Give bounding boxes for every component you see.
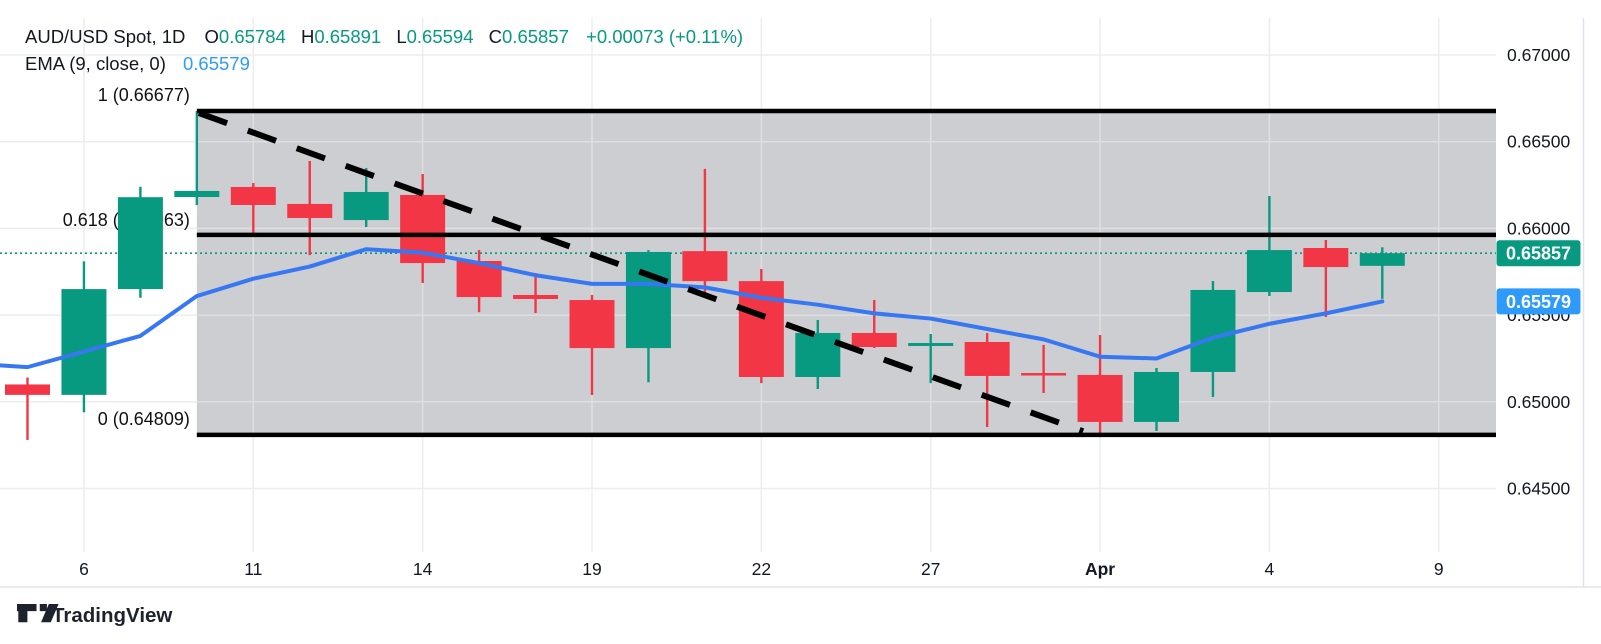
candle-up[interactable] — [1246, 195, 1292, 297]
candle-up[interactable] — [174, 111, 220, 205]
price-tick-label: 0.67000 — [1507, 45, 1571, 65]
descending-trendline[interactable] — [197, 110, 1085, 435]
badge-background — [1496, 288, 1581, 315]
symbol-title[interactable]: AUD/USD Spot, 1D — [25, 26, 185, 47]
candle-down[interactable] — [513, 272, 559, 314]
candle-down[interactable] — [964, 332, 1010, 427]
candle-body — [851, 332, 897, 348]
candle-body — [287, 203, 333, 218]
candle-body — [1077, 374, 1123, 422]
candle-down[interactable] — [569, 294, 615, 396]
candle-body — [682, 251, 728, 282]
candle-down[interactable] — [1077, 335, 1123, 435]
candle-body — [174, 190, 220, 198]
close-label: C — [489, 26, 502, 47]
legend: AUD/USD Spot, 1D O0.65784 H0.65891 L0.65… — [25, 26, 743, 74]
candle-up[interactable] — [343, 168, 389, 228]
candle-body — [117, 197, 163, 290]
change-value: +0.00073 (+0.11%) — [586, 26, 743, 47]
time-tick-label: 4 — [1265, 559, 1275, 579]
price-tick-label: 0.66000 — [1507, 218, 1571, 238]
low-label: L — [396, 26, 406, 47]
candle-body — [230, 186, 276, 205]
candle-body — [1303, 247, 1349, 268]
time-tick-label: 22 — [752, 559, 771, 579]
candle-down[interactable] — [851, 300, 897, 349]
fib-level-lines[interactable] — [196, 108, 1496, 438]
time-tick-label: 11 — [244, 559, 262, 579]
ema-price-badge: 0.65579 — [1496, 288, 1581, 315]
candle-down[interactable] — [287, 160, 333, 256]
time-axis[interactable]: 6 11 14 19 22 27 Apr 4 9 — [0, 559, 1601, 588]
open-value: 0.65784 — [219, 26, 286, 47]
tradingview-logo-text: TradingView — [52, 604, 172, 627]
low-value: 0.65594 — [407, 26, 474, 47]
candle-body — [513, 294, 559, 299]
time-tick-label: 9 — [1434, 559, 1444, 579]
ema-indicator-name[interactable]: EMA (9, close, 0) — [25, 53, 166, 74]
candle-body — [5, 384, 50, 395]
legend-symbol-row[interactable]: AUD/USD Spot, 1D O0.65784 H0.65891 L0.65… — [25, 26, 743, 47]
candle-up[interactable] — [61, 261, 107, 413]
ema-line[interactable] — [0, 247, 1385, 370]
high-label: H — [301, 26, 314, 47]
time-tick-label: Apr — [1085, 559, 1115, 579]
ema-polyline[interactable] — [0, 247, 1385, 370]
candle-body — [1134, 371, 1179, 422]
price-tick-label: 0.65000 — [1507, 392, 1571, 412]
trendline-dashed[interactable] — [197, 110, 1085, 435]
candle-body — [908, 343, 954, 346]
candle-body — [1246, 250, 1292, 293]
candle-up[interactable] — [795, 319, 841, 389]
candle-down[interactable] — [682, 168, 728, 295]
candle-body — [1359, 253, 1405, 266]
candle-up[interactable] — [908, 334, 954, 384]
candlestick-series[interactable] — [5, 111, 1405, 440]
candle-up[interactable] — [1190, 280, 1236, 397]
time-tick-label: 14 — [413, 559, 433, 579]
ema-indicator-value: 0.65579 — [183, 53, 250, 74]
time-tick-label: 19 — [582, 559, 601, 579]
candle-down[interactable] — [738, 268, 784, 384]
candle-up[interactable] — [1134, 367, 1179, 431]
candle-down[interactable] — [230, 182, 276, 234]
price-tick-label: 0.66500 — [1507, 132, 1571, 152]
candle-body — [795, 332, 841, 378]
last-price-badge: 0.65857 — [1496, 240, 1581, 267]
high-value: 0.65891 — [314, 26, 381, 47]
legend-ema-row[interactable]: EMA (9, close, 0) 0.65579 — [25, 53, 250, 74]
close-value: 0.65857 — [502, 26, 569, 47]
time-tick-label: 6 — [79, 559, 89, 579]
badge-value: 0.65579 — [1506, 292, 1571, 312]
fib-fill-area[interactable] — [196, 111, 1497, 435]
candle-body — [964, 341, 1010, 376]
open-label: O — [205, 26, 219, 47]
candle-down[interactable] — [5, 377, 50, 440]
fib-level-label: 0 (0.64809) — [98, 409, 190, 429]
candle-body — [625, 251, 671, 349]
candle-body — [343, 191, 389, 221]
candle-body — [1190, 289, 1236, 372]
candle-up[interactable] — [1359, 247, 1405, 299]
time-tick-label: 27 — [921, 559, 940, 579]
candle-down[interactable] — [1303, 240, 1349, 318]
price-tick-label: 0.64500 — [1507, 479, 1571, 499]
candle-up[interactable] — [117, 186, 163, 298]
candle-down[interactable] — [1021, 344, 1067, 393]
tradingview-logo-icon — [17, 604, 59, 623]
candle-down[interactable] — [456, 250, 502, 313]
badge-background — [1496, 240, 1581, 267]
candle-body — [1021, 373, 1067, 376]
candle-body — [61, 289, 107, 395]
price-axis[interactable]: 0.670000.665000.660000.655000.650000.645… — [1496, 18, 1585, 587]
fib-level-label: 1 (0.66677) — [98, 85, 190, 105]
badge-value: 0.65857 — [1506, 244, 1571, 264]
candle-body — [569, 300, 615, 349]
tradingview-logo[interactable]: TradingView — [17, 604, 172, 627]
